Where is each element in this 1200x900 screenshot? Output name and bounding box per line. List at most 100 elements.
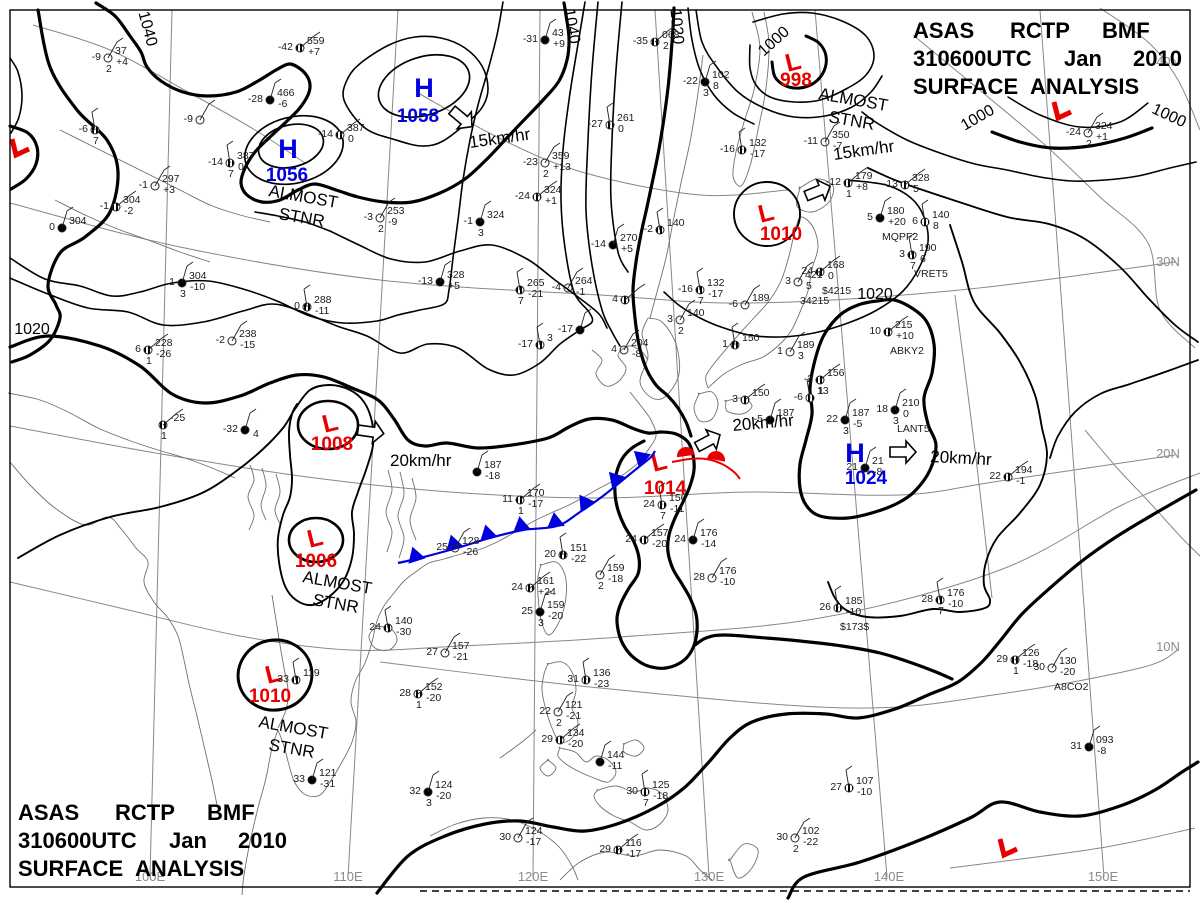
svg-text:-5: -5 <box>853 418 862 430</box>
svg-text:150E: 150E <box>1088 869 1119 884</box>
svg-text:-31: -31 <box>523 33 538 45</box>
svg-text:22: 22 <box>826 413 838 425</box>
svg-text:187: 187 <box>484 459 502 471</box>
svg-text:2010: 2010 <box>1133 46 1182 71</box>
svg-text:SURFACE: SURFACE <box>913 74 1018 99</box>
svg-text:-7: -7 <box>833 140 842 152</box>
svg-text:140: 140 <box>395 615 413 627</box>
svg-text:22: 22 <box>989 470 1001 482</box>
svg-text:6: 6 <box>920 253 926 265</box>
svg-text:7: 7 <box>698 295 704 307</box>
svg-text:1: 1 <box>169 276 175 288</box>
svg-text:-17: -17 <box>558 323 573 335</box>
svg-text:SURFACE: SURFACE <box>18 856 123 881</box>
svg-text:310600UTC: 310600UTC <box>18 828 137 853</box>
svg-text:136: 136 <box>593 667 611 679</box>
svg-text:-17: -17 <box>708 288 723 300</box>
svg-text:-11: -11 <box>670 503 685 515</box>
svg-text:-6: -6 <box>79 123 88 135</box>
svg-text:3: 3 <box>426 797 432 809</box>
svg-text:24: 24 <box>801 265 813 277</box>
svg-text:1020: 1020 <box>666 8 686 45</box>
svg-text:21: 21 <box>872 455 884 467</box>
svg-text:7: 7 <box>643 797 649 809</box>
svg-text:2: 2 <box>543 168 549 180</box>
svg-text:264: 264 <box>575 275 593 287</box>
svg-text:093: 093 <box>1096 734 1114 746</box>
svg-text:BMF: BMF <box>1102 18 1150 43</box>
svg-text:2: 2 <box>106 63 112 75</box>
svg-text:238: 238 <box>239 328 257 340</box>
svg-text:-18: -18 <box>608 573 623 585</box>
svg-text:2: 2 <box>663 40 669 52</box>
svg-text:-21: -21 <box>453 651 468 663</box>
svg-text:-9: -9 <box>184 113 193 125</box>
svg-text:24: 24 <box>643 498 655 510</box>
svg-text:1020: 1020 <box>14 321 50 338</box>
svg-text:304: 304 <box>69 215 87 227</box>
svg-text:20: 20 <box>544 548 556 560</box>
svg-text:24: 24 <box>625 533 637 545</box>
svg-text:34215: 34215 <box>800 295 829 307</box>
svg-text:2: 2 <box>678 325 684 337</box>
svg-text:1: 1 <box>161 430 167 442</box>
svg-text:L: L <box>319 408 341 439</box>
svg-text:-5: -5 <box>754 413 763 425</box>
svg-text:3: 3 <box>703 87 709 99</box>
svg-text:-27: -27 <box>588 118 603 130</box>
svg-text:1020: 1020 <box>857 286 893 303</box>
svg-text:25: 25 <box>521 605 533 617</box>
svg-text:-11: -11 <box>804 135 819 147</box>
svg-text:130: 130 <box>1059 655 1077 667</box>
svg-text:2: 2 <box>378 223 384 235</box>
svg-text:RCTP: RCTP <box>1010 18 1070 43</box>
svg-text:BMF: BMF <box>207 800 255 825</box>
svg-text:0: 0 <box>49 221 55 233</box>
svg-text:Jan: Jan <box>1064 46 1102 71</box>
svg-text:7: 7 <box>93 135 99 147</box>
svg-text:29: 29 <box>996 653 1008 665</box>
svg-text:20km/hr: 20km/hr <box>930 447 993 469</box>
svg-text:+4: +4 <box>116 56 128 68</box>
svg-text:MQPF2: MQPF2 <box>882 231 918 243</box>
svg-text:132: 132 <box>707 277 725 289</box>
svg-text:-11: -11 <box>608 760 623 772</box>
svg-text:110E: 110E <box>333 869 363 884</box>
svg-text:-6: -6 <box>729 298 738 310</box>
svg-text:7: 7 <box>228 168 234 180</box>
svg-text:-9: -9 <box>388 216 397 228</box>
svg-text:10N: 10N <box>1156 639 1180 654</box>
svg-text:421: 421 <box>805 269 823 281</box>
svg-text:-20: -20 <box>1060 666 1075 678</box>
svg-text:43: 43 <box>552 27 564 39</box>
svg-text:-2: -2 <box>644 223 653 235</box>
svg-text:-20: -20 <box>548 610 563 622</box>
svg-text:3: 3 <box>893 415 899 427</box>
svg-text:VRET5: VRET5 <box>914 268 948 280</box>
svg-text:-26: -26 <box>463 546 478 558</box>
svg-text:1: 1 <box>1013 665 1019 677</box>
svg-text:RCTP: RCTP <box>115 800 175 825</box>
svg-text:359: 359 <box>552 150 570 162</box>
svg-text:0: 0 <box>238 161 244 173</box>
svg-text:+24: +24 <box>538 586 556 598</box>
svg-text:350: 350 <box>832 129 850 141</box>
svg-text:4: 4 <box>253 428 259 440</box>
svg-text:1040: 1040 <box>560 7 583 45</box>
svg-text:185: 185 <box>845 595 863 607</box>
svg-text:3: 3 <box>785 275 791 287</box>
svg-text:-18: -18 <box>485 470 500 482</box>
svg-text:1: 1 <box>146 355 152 367</box>
svg-text:-35: -35 <box>633 35 648 47</box>
svg-text:1: 1 <box>416 699 422 711</box>
svg-text:1: 1 <box>777 345 783 357</box>
svg-text:0: 0 <box>903 408 909 420</box>
svg-text:-16: -16 <box>720 143 735 155</box>
svg-text:-8: -8 <box>632 348 641 360</box>
svg-text:3: 3 <box>843 425 849 437</box>
svg-text:189: 189 <box>752 292 770 304</box>
svg-text:L: L <box>304 523 326 554</box>
svg-text:-14: -14 <box>591 238 606 250</box>
svg-text:24: 24 <box>674 533 686 545</box>
svg-text:159: 159 <box>547 599 565 611</box>
